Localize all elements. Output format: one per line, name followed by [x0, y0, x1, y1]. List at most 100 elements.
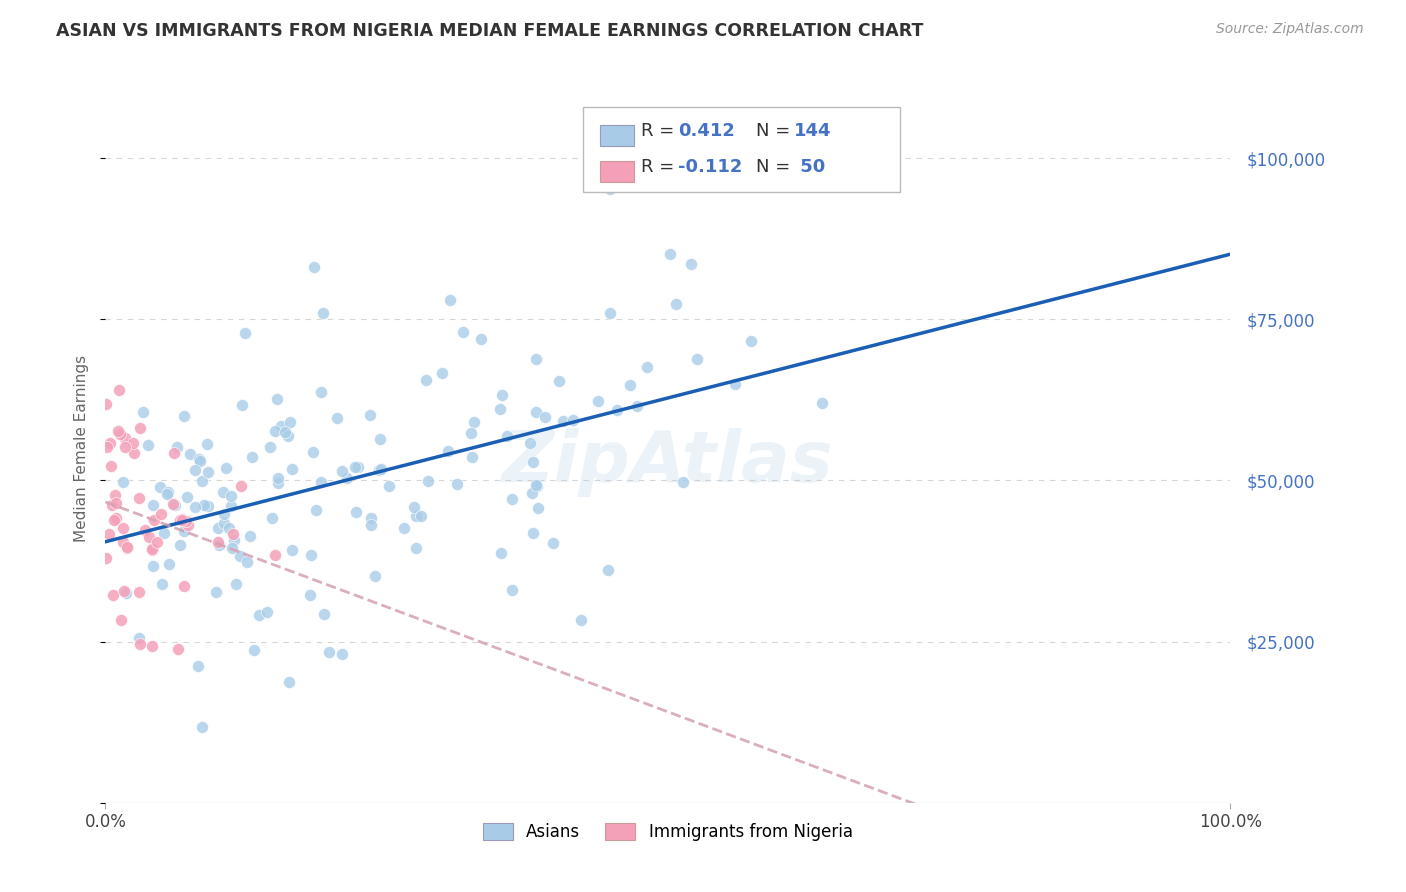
Point: [229, 549, 252, 563]
Point: [270, 418, 292, 433]
Point: [553, 414, 575, 428]
Point: [247, 607, 270, 622]
Text: N =: N =: [756, 122, 796, 140]
Point: [115, 541, 138, 556]
Point: [239, 529, 262, 543]
Point: [162, 497, 184, 511]
Point: [524, 405, 547, 419]
Point: [176, 490, 198, 504]
Point: [215, 461, 238, 475]
Point: [679, 256, 702, 270]
Point: [153, 526, 176, 541]
Text: 0.412: 0.412: [678, 122, 734, 140]
Point: [94, 397, 117, 411]
Point: [302, 445, 325, 459]
Point: [527, 501, 550, 516]
Point: [167, 641, 190, 656]
Point: [108, 383, 131, 397]
Point: [104, 496, 127, 510]
Point: [359, 408, 381, 422]
Point: [606, 403, 628, 417]
Point: [103, 514, 125, 528]
Point: [212, 484, 235, 499]
Point: [101, 498, 124, 512]
Point: [104, 488, 127, 502]
Point: [207, 521, 229, 535]
Point: [599, 182, 621, 196]
Point: [240, 450, 263, 464]
Point: [267, 471, 290, 485]
Point: [658, 246, 681, 260]
Point: [326, 411, 349, 425]
Point: [370, 462, 392, 476]
Point: [599, 306, 621, 320]
Point: [138, 438, 160, 452]
Point: [163, 498, 186, 512]
Point: [330, 464, 353, 478]
Point: [138, 530, 160, 544]
Point: [94, 551, 117, 566]
Text: 144: 144: [794, 122, 832, 140]
Point: [100, 458, 122, 473]
Point: [405, 541, 427, 555]
Point: [491, 546, 513, 560]
Point: [364, 569, 387, 583]
Point: [114, 431, 136, 445]
Point: [360, 511, 382, 525]
Point: [266, 475, 288, 490]
Point: [231, 398, 253, 412]
Text: N =: N =: [756, 158, 796, 176]
Point: [281, 542, 304, 557]
Point: [740, 334, 762, 348]
Point: [191, 720, 214, 734]
Point: [150, 508, 173, 522]
Point: [197, 465, 219, 479]
Point: [524, 478, 547, 492]
Point: [172, 511, 194, 525]
Point: [98, 436, 121, 450]
Point: [172, 513, 194, 527]
Y-axis label: Median Female Earnings: Median Female Earnings: [75, 355, 90, 541]
Point: [219, 489, 242, 503]
Point: [278, 675, 301, 690]
Point: [274, 425, 297, 439]
Point: [367, 463, 389, 477]
Point: [541, 535, 564, 549]
Point: [619, 377, 641, 392]
Text: ASIAN VS IMMIGRANTS FROM NIGERIA MEDIAN FEMALE EARNINGS CORRELATION CHART: ASIAN VS IMMIGRANTS FROM NIGERIA MEDIAN …: [56, 22, 924, 40]
Point: [259, 440, 281, 454]
Point: [103, 588, 125, 602]
Point: [236, 555, 259, 569]
Point: [526, 351, 548, 366]
Point: [264, 548, 287, 562]
Text: R =: R =: [641, 122, 681, 140]
Point: [305, 503, 328, 517]
Point: [173, 409, 195, 423]
Point: [299, 548, 322, 562]
Point: [131, 405, 153, 419]
Point: [214, 516, 236, 530]
Point: [197, 499, 219, 513]
Point: [150, 577, 173, 591]
Point: [548, 374, 571, 388]
Point: [143, 513, 166, 527]
Point: [368, 432, 391, 446]
Text: 50: 50: [794, 158, 825, 176]
Point: [96, 441, 118, 455]
Point: [107, 424, 129, 438]
Point: [108, 426, 131, 441]
Point: [218, 521, 240, 535]
Point: [311, 385, 333, 400]
Point: [266, 392, 288, 406]
Point: [188, 454, 211, 468]
Point: [562, 413, 585, 427]
Point: [169, 538, 191, 552]
Point: [491, 388, 513, 402]
Point: [489, 402, 512, 417]
Point: [114, 440, 136, 454]
Point: [418, 474, 440, 488]
Point: [460, 425, 482, 440]
Text: Source: ZipAtlas.com: Source: ZipAtlas.com: [1216, 22, 1364, 37]
Point: [188, 451, 211, 466]
Point: [179, 447, 201, 461]
